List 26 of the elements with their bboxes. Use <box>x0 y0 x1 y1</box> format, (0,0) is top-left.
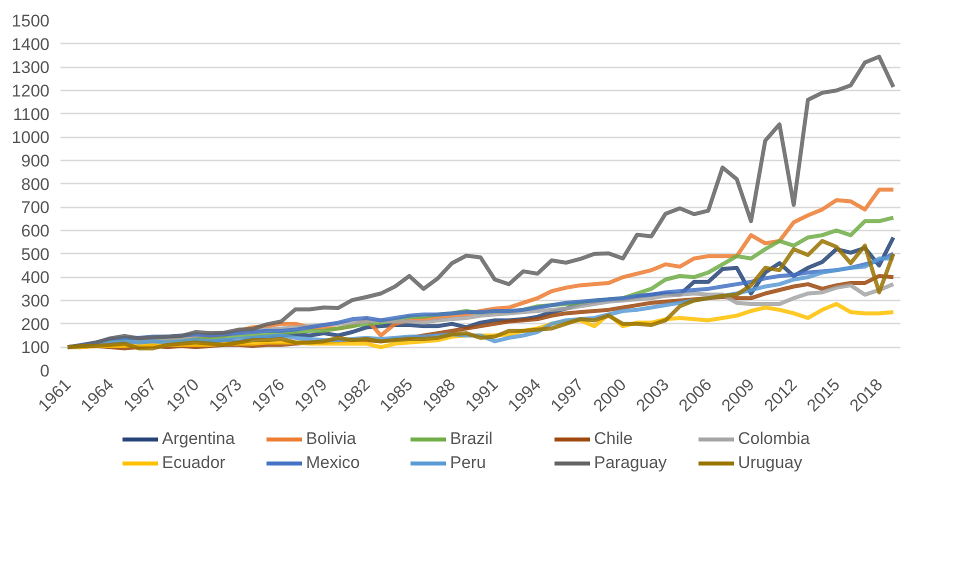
y-tick-label: 700 <box>21 198 50 218</box>
y-tick-label: 200 <box>21 314 50 334</box>
y-tick-label: 1300 <box>12 58 50 78</box>
legend-label: Uruguay <box>738 453 804 473</box>
legend-label: Mexico <box>306 453 361 473</box>
y-tick-label: 600 <box>21 222 50 240</box>
legend-label: Chile <box>594 429 634 449</box>
legend-label: Colombia <box>738 429 811 449</box>
y-tick-label: 1200 <box>12 82 50 100</box>
legend-label: Peru <box>450 453 487 473</box>
y-tick-label: 1400 <box>12 34 50 54</box>
legend-label: Brazil <box>450 429 494 449</box>
y-tick-label: 0 <box>40 362 50 380</box>
y-tick-label: 100 <box>21 338 50 358</box>
y-tick-label: 1500 <box>12 12 50 30</box>
legend-label: Bolivia <box>306 429 358 449</box>
legend-label: Paraguay <box>594 453 668 473</box>
legend-label: Argentina <box>162 429 236 449</box>
legend-label: Ecuador <box>162 453 226 473</box>
y-tick-label: 1100 <box>12 104 50 124</box>
y-tick-label: 800 <box>21 174 50 194</box>
y-tick-label: 900 <box>21 152 50 170</box>
y-tick-label: 1000 <box>12 128 50 148</box>
y-tick-label: 300 <box>21 292 50 310</box>
y-tick-label: 400 <box>21 268 50 288</box>
y-tick-label: 500 <box>21 244 50 264</box>
